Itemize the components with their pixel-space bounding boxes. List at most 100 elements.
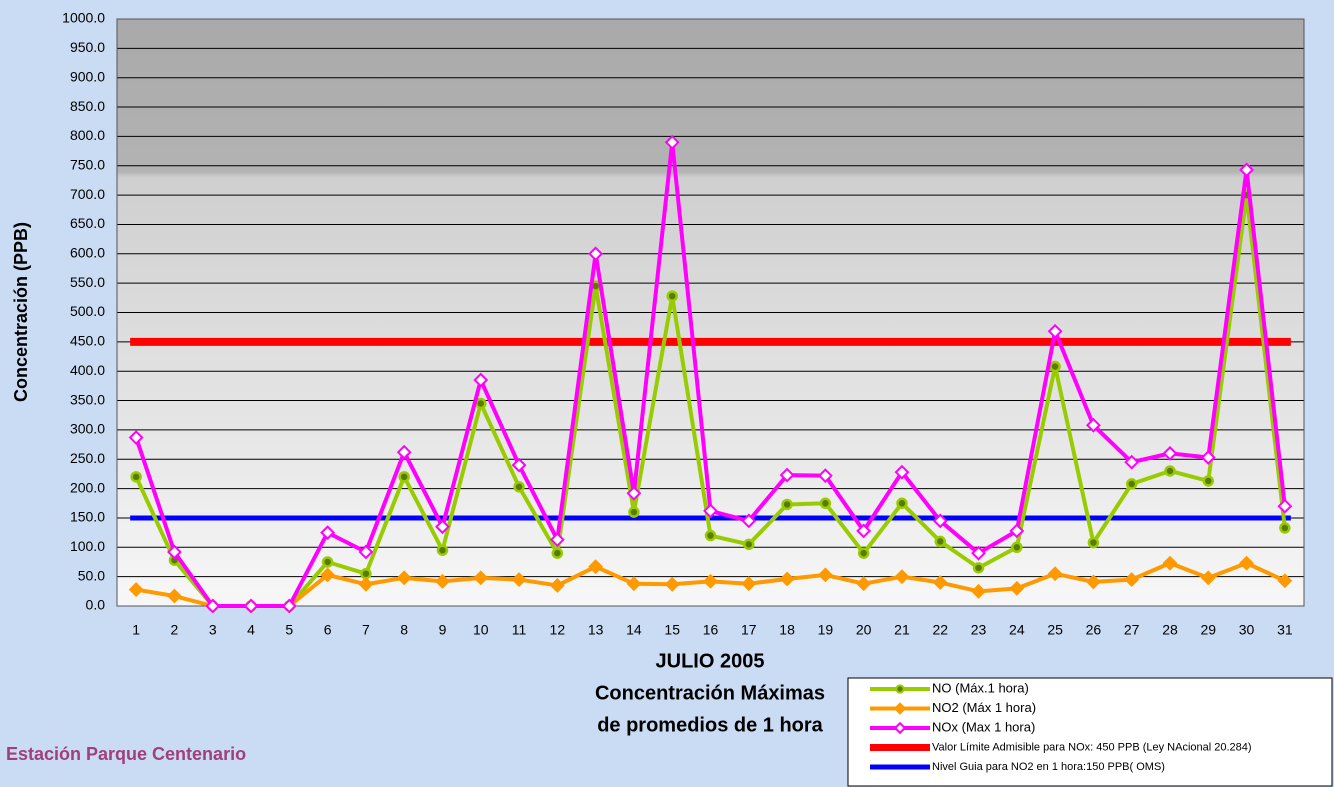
marker [1009,523,1025,539]
x-tick-label: 23 [971,622,987,638]
marker [741,513,757,529]
marker [971,545,986,561]
marker [396,570,412,586]
marker [398,471,410,483]
marker [1047,566,1063,582]
x-tick-label: 29 [1200,622,1216,638]
legend-label: NOx (Max 1 hora) [932,719,1035,734]
marker [549,532,565,548]
marker [972,562,985,574]
marker [664,134,680,150]
marker [817,468,833,484]
x-tick-label: 16 [703,622,719,638]
y-tick-label: 200.0 [70,479,105,495]
y-tick-label: 50.0 [78,567,105,583]
marker [205,598,221,614]
marker [321,556,334,568]
y-axis-label: Concentración (PPB) [11,222,31,402]
y-tick-label: 100.0 [70,538,105,554]
marker [511,457,527,473]
marker [894,464,910,480]
marker [1277,498,1293,514]
x-tick-label: 25 [1047,622,1063,638]
y-tick-label: 650.0 [70,215,105,231]
legend-label: Valor Límite Admisible para NOx: 450 PPB… [932,741,1252,753]
marker [549,578,565,593]
marker [856,576,872,592]
x-tick-label: 19 [818,622,834,638]
y-tick-label: 600.0 [70,245,105,261]
marker [626,485,642,501]
marker [628,506,640,518]
x-title-line: Concentración Máximas [595,682,825,704]
marker [703,503,718,519]
x-tick-label: 11 [512,622,527,638]
marker [130,471,142,483]
marker [473,570,489,586]
marker [743,538,755,551]
marker [817,567,833,583]
y-tick-label: 750.0 [70,156,105,172]
x-title-line: de promedios de 1 hora [597,714,823,736]
legend-label: NO2 (Máx 1 hora) [932,700,1036,715]
x-tick-label: 5 [285,622,293,638]
marker [1239,162,1254,178]
x-tick-label: 3 [209,622,217,638]
x-tick-label: 21 [894,622,910,638]
marker [320,525,336,541]
x-tick-label: 14 [626,622,642,638]
marker [1047,323,1063,339]
y-tick-label: 450.0 [70,333,105,349]
marker [894,569,910,585]
marker [435,573,450,589]
marker [1049,360,1061,373]
x-tick-label: 30 [1239,622,1255,638]
x-tick-label: 7 [362,622,370,638]
marker [896,497,908,510]
marker [1277,573,1293,589]
y-tick-label: 550.0 [70,274,105,290]
marker [856,523,872,539]
marker [1162,555,1178,571]
y-tick-label: 1000.0 [62,10,105,26]
marker [475,397,487,410]
legend-label: NO (Máx.1 hora) [932,680,1029,695]
marker [128,582,144,597]
marker [703,573,718,589]
marker [932,513,948,529]
y-tick-label: 700.0 [70,186,105,202]
marker [358,576,374,592]
y-tick-label: 500.0 [70,303,105,319]
marker [1009,580,1025,596]
marker [281,598,297,614]
y-tick-label: 900.0 [70,68,105,84]
marker [857,547,870,559]
y-tick-label: 800.0 [70,127,105,143]
marker [971,583,986,599]
marker [1125,478,1138,490]
x-tick-label: 27 [1124,622,1140,638]
marker [895,684,905,694]
x-tick-label: 28 [1162,622,1178,638]
marker [1202,475,1215,487]
x-tick-label: 13 [588,622,604,638]
x-tick-label: 15 [664,622,680,638]
marker [1200,450,1216,465]
x-tick-label: 2 [171,622,179,638]
x-title-line: JULIO 2005 [656,650,765,672]
marker [819,497,832,510]
marker [1011,541,1023,554]
x-tick-label: 6 [324,622,332,638]
x-tick-label: 17 [741,622,757,638]
x-tick-label: 9 [439,622,447,638]
x-tick-label: 8 [400,622,408,638]
marker [1124,454,1140,470]
marker [1239,555,1254,571]
y-tick-label: 850.0 [70,98,105,114]
marker [396,444,412,460]
marker [934,535,946,548]
marker [588,559,604,575]
marker [1279,522,1291,534]
x-tick-label: 24 [1009,622,1025,638]
